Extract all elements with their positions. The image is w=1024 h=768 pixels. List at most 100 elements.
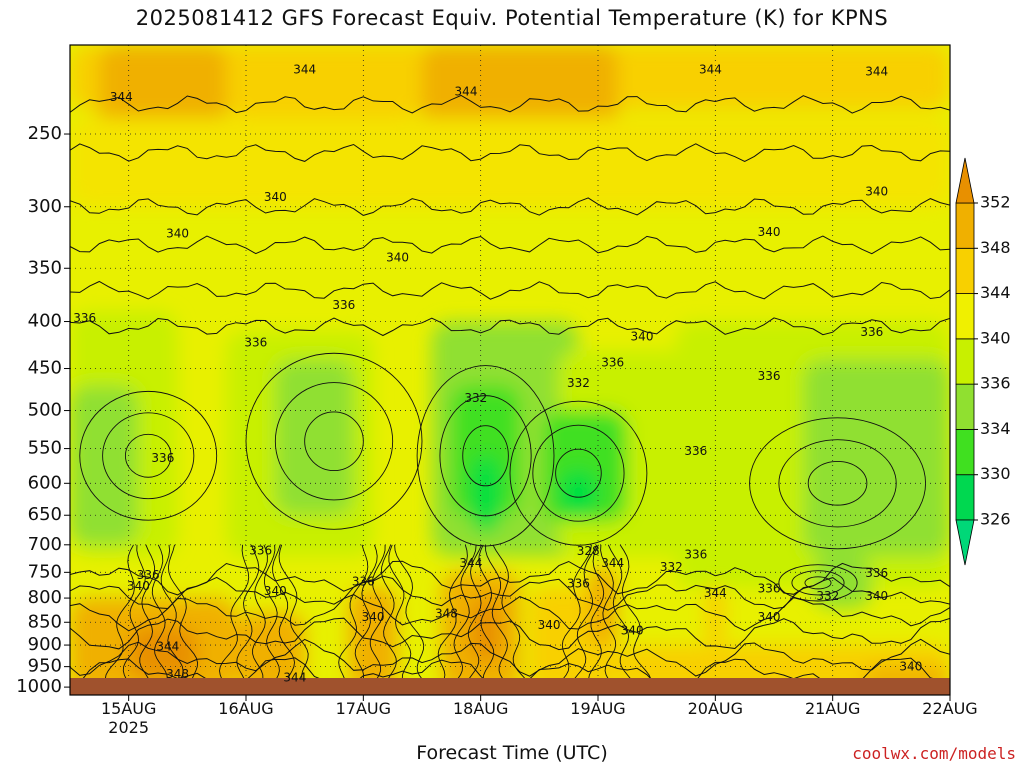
contour-line (70, 280, 950, 300)
field-region (803, 359, 950, 557)
contour-line (778, 564, 858, 602)
contour-label: 336 (352, 574, 375, 588)
x-axis-label: Forecast Time (UTC) (416, 742, 608, 764)
contour-label: 344 (699, 63, 722, 77)
credit-text: coolwx.com/models (852, 744, 1016, 763)
contour-label: 344 (455, 84, 478, 98)
contour-label: 340 (865, 184, 888, 198)
colorbar-label: 352 (980, 193, 1011, 212)
contour-line (272, 544, 295, 688)
colorbar-label: 344 (980, 283, 1011, 302)
contour-label: 340 (264, 584, 287, 598)
y-tick-label: 400 (28, 311, 62, 332)
field-region (128, 626, 198, 680)
contour-label: 332 (567, 376, 590, 390)
field-region (470, 598, 501, 663)
contour-label: 336 (601, 356, 624, 370)
contour-line (70, 317, 950, 337)
colorbar: 326 330 334 336 340 344 348 352 (955, 157, 1011, 566)
field-region (813, 556, 872, 608)
contour-label: 332 (660, 560, 683, 574)
contour-line (462, 425, 509, 487)
contour-label: 344 (601, 556, 624, 570)
contour-line (807, 461, 868, 506)
y-tick-label: 250 (28, 123, 62, 144)
y-tick-label: 850 (28, 611, 62, 632)
contour-line (70, 197, 950, 216)
contour-label: 336 (865, 566, 888, 580)
colorbar-segment (955, 429, 975, 476)
colorbar-segment (955, 202, 975, 249)
contour-label: 332 (464, 391, 487, 405)
contour-label: 336 (684, 547, 707, 561)
contour-label: 340 (865, 589, 888, 603)
contour-label: 344 (283, 670, 306, 684)
field-region (451, 385, 520, 516)
contour-label: 344 (459, 556, 482, 570)
contour-label: 336 (151, 451, 174, 465)
contour-line (607, 544, 636, 688)
contour-label: 328 (577, 544, 600, 558)
contour-line (804, 576, 832, 590)
x-tick-label: 19AUG (570, 699, 625, 718)
field-region (275, 359, 354, 516)
contour-line (70, 575, 950, 611)
contour-line (778, 439, 897, 528)
contour-line (139, 544, 156, 688)
x-tick-label: 22AUG (922, 699, 977, 718)
contour-line (102, 412, 195, 500)
contour-line (437, 544, 468, 688)
y-tick-label: 1000 (16, 676, 62, 697)
contour-line (160, 544, 184, 688)
contour-label: 340 (264, 190, 287, 204)
contour-label: 340 (386, 250, 409, 264)
y-tick-label: 600 (28, 472, 62, 493)
field-region (617, 45, 950, 92)
colorbar-extend-top (955, 157, 975, 204)
contour-label: 344 (865, 64, 888, 78)
contour-label: 344 (156, 639, 179, 653)
x-tick-label: 18AUG (453, 699, 508, 718)
contour-line (124, 433, 172, 478)
contour-line (619, 544, 652, 688)
contour-label: 336 (137, 568, 160, 582)
contour-line (478, 544, 495, 688)
contour-label: 344 (704, 586, 727, 600)
y-tick-label: 500 (28, 400, 62, 421)
contour-label: 340 (758, 225, 781, 239)
contour-label: 340 (621, 624, 644, 638)
contour-label: 336 (249, 544, 272, 558)
contour-label: 348 (435, 607, 458, 621)
contour-line (274, 382, 394, 501)
contour-label: 340 (362, 610, 385, 624)
contour-label: 336 (244, 335, 267, 349)
contour-label: 336 (758, 369, 781, 383)
contour-line (304, 411, 364, 472)
contour-label: 340 (538, 618, 561, 632)
field-region (558, 469, 598, 516)
colorbar-label: 340 (980, 328, 1011, 347)
contour-line (570, 544, 598, 688)
x-tick-label: 16AUG (218, 699, 273, 718)
contour-line (122, 544, 146, 688)
x-tick-label: 20AUG (688, 699, 743, 718)
contour-label: 336 (860, 325, 883, 339)
contour-line (485, 544, 510, 688)
y-tick-label: 750 (28, 561, 62, 582)
contour-label: 332 (816, 589, 839, 603)
contour-line (394, 544, 430, 688)
chart-title: 2025081412 GFS Forecast Equiv. Potential… (135, 6, 889, 30)
x-tick-label: 15AUG (101, 699, 156, 718)
contour-line (70, 94, 950, 114)
y-tick-label: 650 (28, 504, 62, 525)
contour-line (416, 365, 555, 547)
contour-label: 344 (293, 63, 316, 77)
contour-line (70, 638, 950, 677)
ground-band (70, 678, 950, 695)
plot-frame (69, 44, 951, 696)
colorbar-segment (955, 338, 975, 385)
colorbar-extend-bottom (955, 519, 975, 566)
